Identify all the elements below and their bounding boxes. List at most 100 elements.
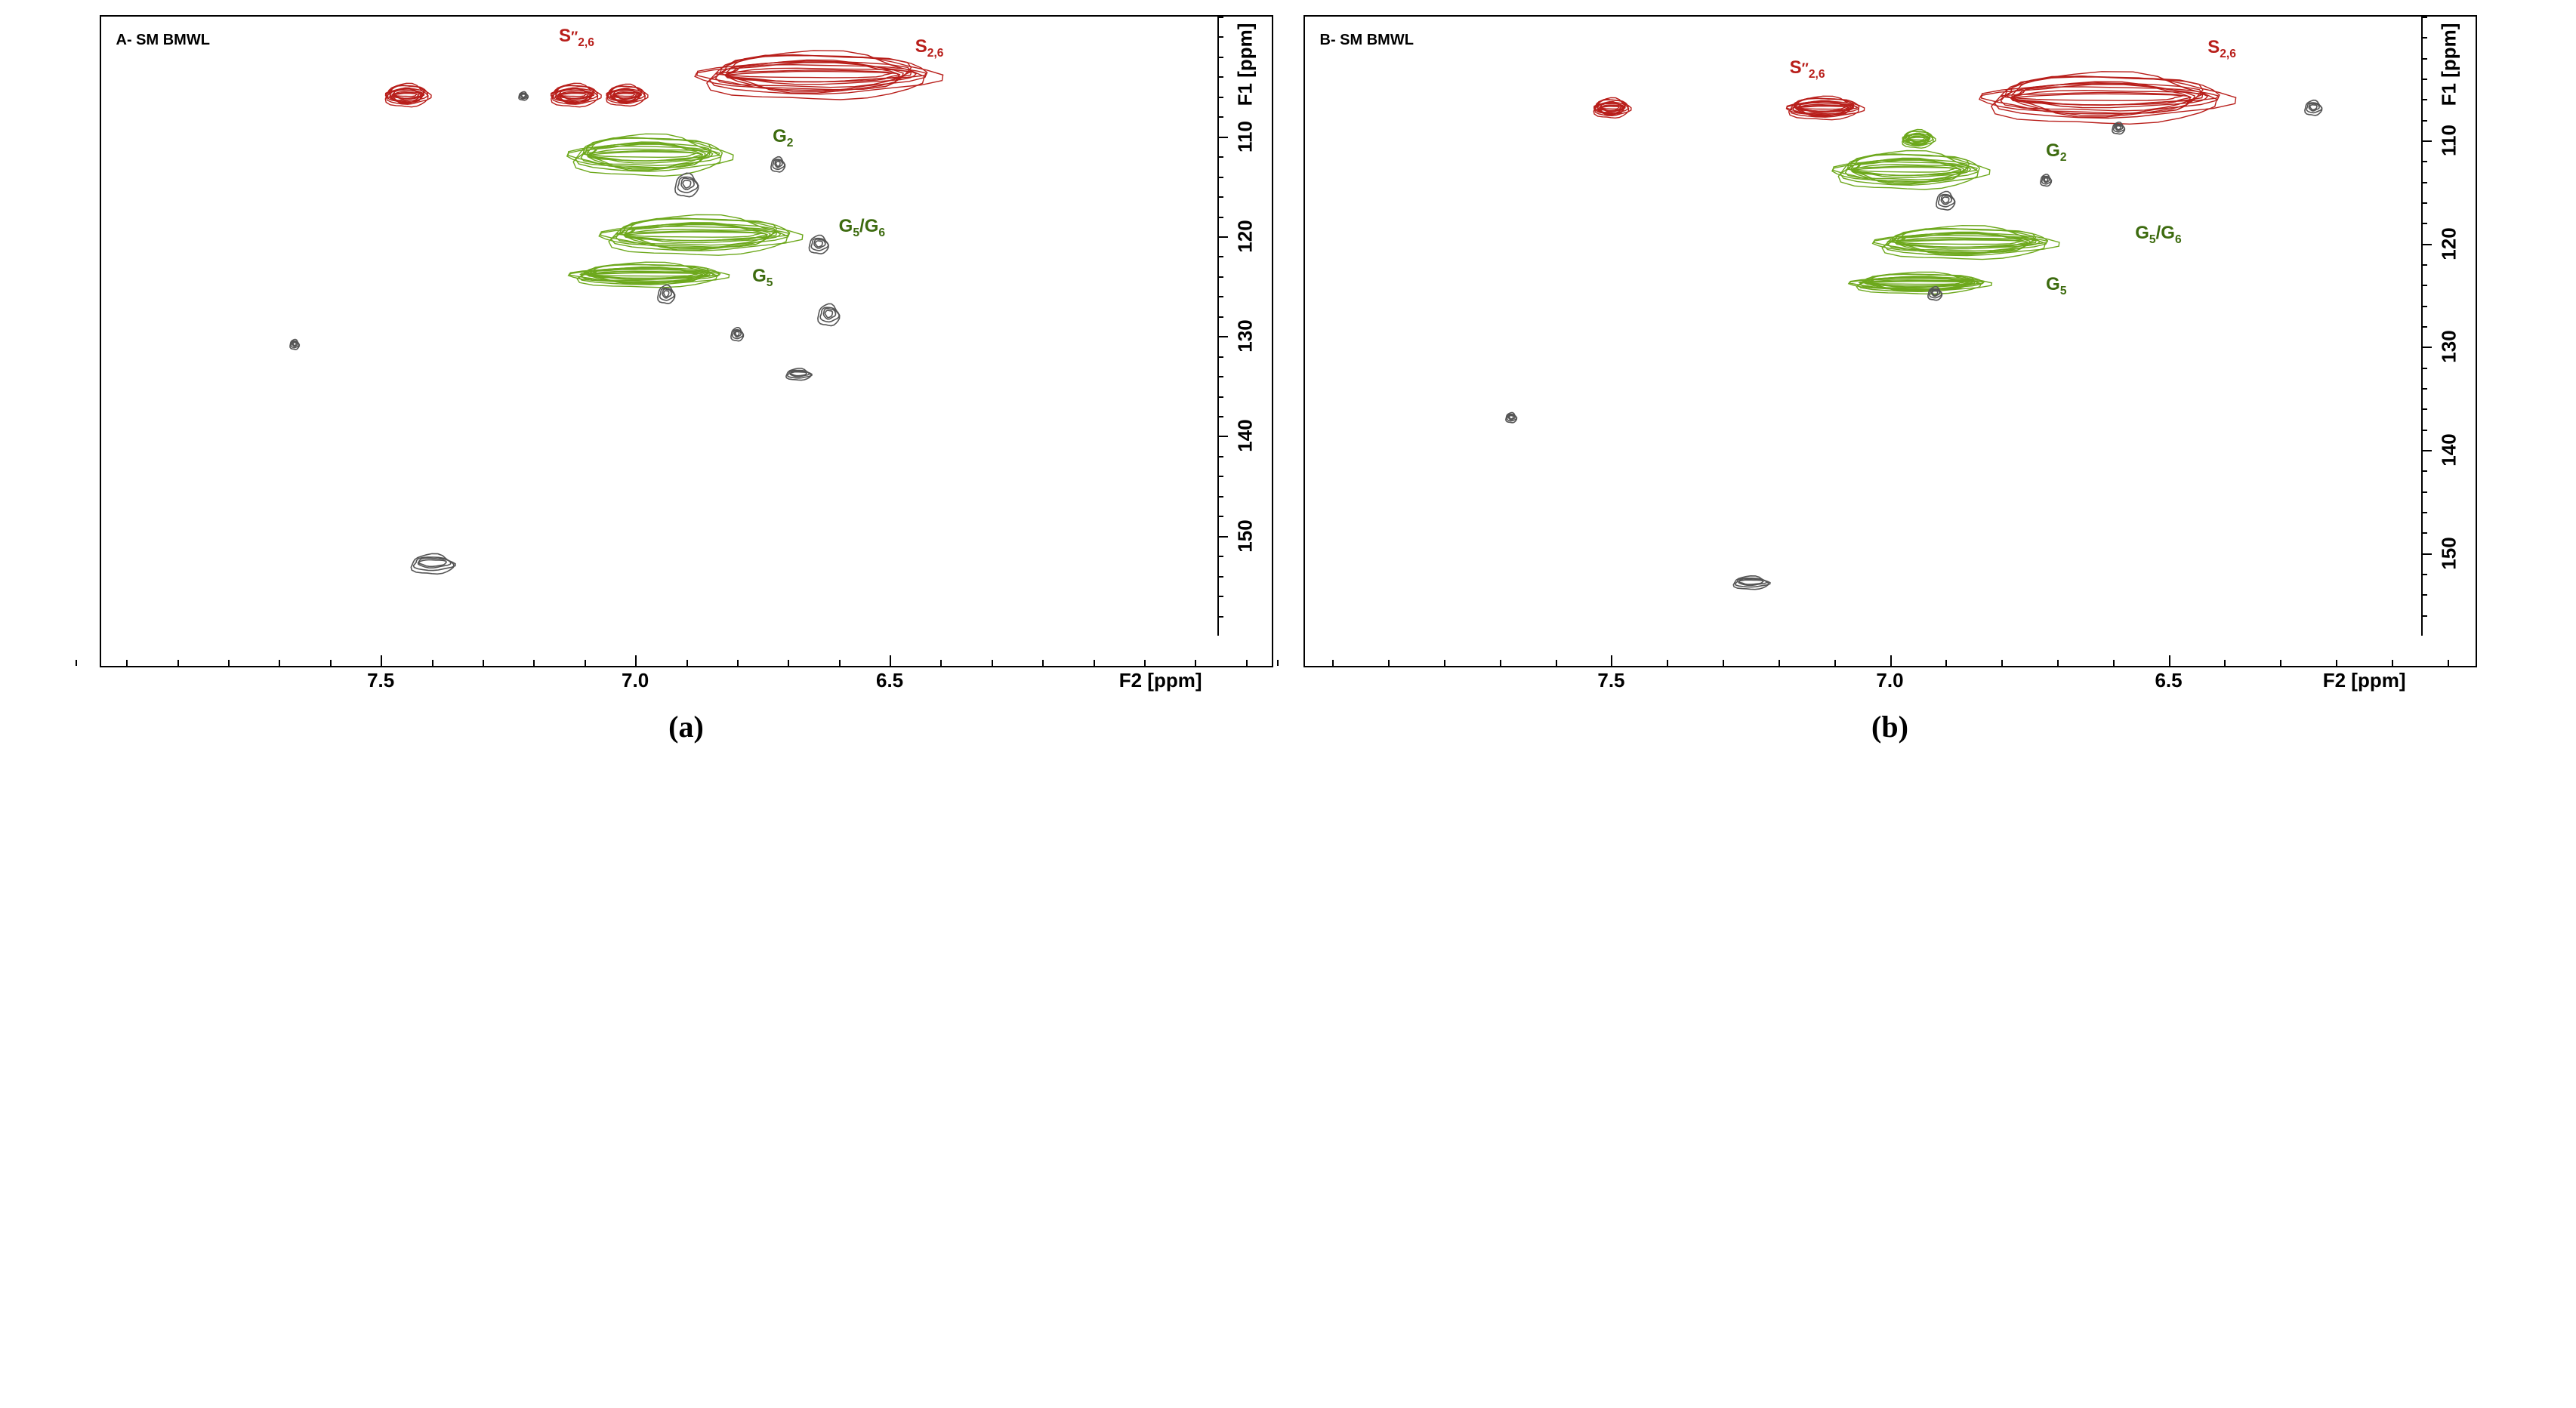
x-tick-minor [2113, 660, 2115, 666]
y-tick-minor [1219, 396, 1223, 398]
contour-G2top [1902, 131, 1933, 151]
y-tick-minor [2423, 306, 2427, 307]
x-tick-minor [1144, 660, 1146, 666]
x-tick-major [1890, 655, 1892, 666]
y-tick-minor [2423, 120, 2427, 122]
x-tick-minor [992, 660, 993, 666]
y-tick-minor [1219, 217, 1223, 218]
contour-Sdd2,6_a [551, 84, 597, 109]
peak-label-G2: G2 [773, 126, 793, 150]
y-tick-label: 140 [2437, 433, 2460, 466]
x-tick-major [2169, 655, 2170, 666]
x-tick-label: 7.0 [1876, 669, 1903, 692]
x-axis: 6.57.07.5F2 [ppm] [101, 666, 1272, 696]
contour-u5 [786, 369, 810, 384]
y-axis: F1 [ppm]110120130140150 [1217, 17, 1272, 636]
x-tick-minor [737, 660, 739, 666]
contour-G5 [578, 263, 714, 289]
y-tick-major [1219, 236, 1228, 238]
y-tick-minor [1219, 476, 1223, 477]
peak-label-S2,6: S2,6 [2207, 37, 2236, 61]
x-tick-minor [1388, 660, 1390, 666]
x-tick-minor [1500, 660, 1501, 666]
y-tick-minor [1219, 276, 1223, 278]
y-tick-label: 130 [2437, 331, 2460, 363]
x-tick-major [890, 655, 891, 666]
y-tick-minor [2423, 37, 2427, 39]
x-tick-minor [585, 660, 586, 666]
x-tick-minor [126, 660, 128, 666]
figure-container: A- SM BMWLS2,6S″2,6G2G5/G6G5F1 [ppm]1101… [15, 15, 2561, 744]
y-tick-minor [1219, 97, 1223, 98]
y-tick-major [1219, 536, 1228, 538]
x-tick-minor [2392, 660, 2393, 666]
x-tick-minor [177, 660, 179, 666]
x-tick-minor [2448, 660, 2449, 666]
y-tick-minor [2423, 285, 2427, 286]
peak-label-G5: G5 [2046, 274, 2066, 298]
y-tick-minor [2423, 368, 2427, 369]
x-tick-major [381, 655, 382, 666]
y-tick-minor [2423, 574, 2427, 575]
contour-u2 [809, 236, 828, 257]
y-tick-major [2423, 244, 2432, 245]
y-tick-minor [1219, 36, 1223, 38]
x-tick-minor [330, 660, 332, 666]
subfigure-label: (b) [1871, 709, 1908, 744]
subfigure-label: (a) [668, 709, 704, 744]
y-tick-minor [2423, 491, 2427, 493]
x-tick-minor [1246, 660, 1248, 666]
y-tick-minor [2423, 532, 2427, 534]
y-tick-label: 110 [1233, 121, 1257, 153]
x-tick-label: 7.5 [367, 669, 394, 692]
y-tick-minor [1219, 156, 1223, 158]
y-tick-minor [2423, 388, 2427, 390]
contour-u1b [771, 158, 785, 175]
y-tick-major [2423, 140, 2432, 142]
contour-u3 [818, 304, 839, 328]
peak-label-S2,6: S2,6 [915, 36, 944, 60]
x-tick-minor [1779, 660, 1780, 666]
x-tick-major [1611, 655, 1612, 666]
y-tick-minor [1219, 556, 1223, 557]
panel-title: B- SM BMWL [1320, 32, 1414, 49]
y-tick-label: 120 [1233, 220, 1257, 252]
panel-title: A- SM BMWL [116, 32, 210, 49]
y-tick-minor [2423, 594, 2427, 596]
contour-G2 [1839, 153, 1975, 191]
x-tick-minor [483, 660, 484, 666]
y-tick-minor [1219, 596, 1223, 597]
y-tick-minor [2423, 408, 2427, 410]
y-tick-minor [2423, 470, 2427, 472]
plot-wrapper: A- SM BMWLS2,6S″2,6G2G5/G6G5F1 [ppm]1101… [100, 15, 1273, 667]
x-tick-minor [2224, 660, 2226, 666]
y-tick-major [1219, 137, 1228, 138]
x-axis: 6.57.07.5F2 [ppm] [1305, 666, 2476, 696]
x-tick-minor [1945, 660, 1947, 666]
x-tick-minor [1195, 660, 1196, 666]
plot-area: A- SM BMWLS2,6S″2,6G2G5/G6G5F1 [ppm]1101… [101, 17, 1272, 636]
x-axis-label: F2 [ppm] [1119, 669, 1202, 692]
panel-a: A- SM BMWLS2,6S″2,6G2G5/G6G5F1 [ppm]1101… [100, 15, 1273, 744]
y-tick-minor [1219, 296, 1223, 297]
y-tick-minor [2423, 99, 2427, 100]
x-tick-label: 6.5 [2155, 669, 2182, 692]
x-axis-label: F2 [ppm] [2323, 669, 2406, 692]
y-tick-minor [1219, 356, 1223, 358]
y-tick-major [2423, 553, 2432, 555]
x-tick-minor [2336, 660, 2337, 666]
contour-G5G6 [1883, 226, 2041, 260]
x-tick-minor [2280, 660, 2281, 666]
y-tick-minor [2423, 202, 2427, 204]
x-tick-major [635, 655, 637, 666]
y-tick-minor [1219, 496, 1223, 498]
y-tick-label: 150 [2437, 537, 2460, 569]
y-tick-minor [2423, 223, 2427, 224]
x-tick-minor [533, 660, 535, 666]
x-tick-label: 7.0 [622, 669, 649, 692]
x-tick-minor [940, 660, 942, 666]
peak-label-Sdd2,6_a: S″2,6 [559, 26, 594, 50]
y-axis: F1 [ppm]110120130140150 [2421, 17, 2476, 636]
contour-Sdd2,6_c [1594, 99, 1628, 121]
x-tick-minor [2001, 660, 2003, 666]
